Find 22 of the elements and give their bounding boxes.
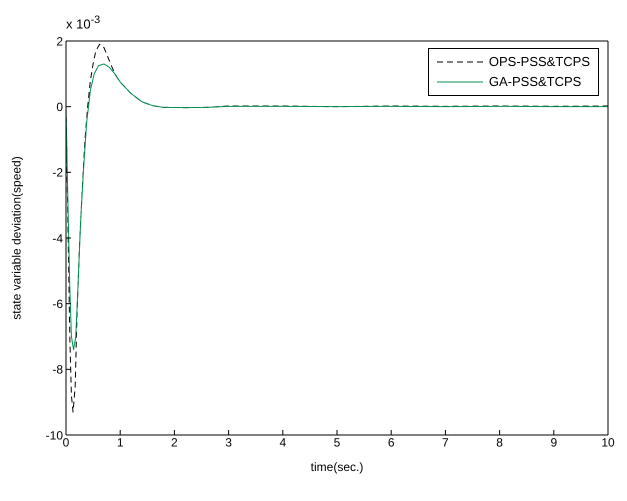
y-tick-label: -4: [52, 231, 64, 246]
y-tick-label: 0: [56, 100, 64, 114]
x-tick-label: 10: [601, 436, 615, 450]
x-tick-label: 5: [334, 436, 341, 450]
text: x 10$^{-3}$: [66, 14, 100, 32]
y-tick-label: -6: [52, 296, 64, 311]
x-tick-label: 8: [496, 436, 504, 450]
x-tick-label: 4: [279, 436, 286, 450]
x-axis-title: time(sec.): [310, 460, 364, 474]
y-tick-label: -10: [46, 428, 64, 442]
legend-label: GA-PSS&TCPS: [488, 73, 582, 91]
x-tick-label: 9: [550, 436, 558, 450]
legend-label: OPS-PSS&TCPS: [488, 53, 590, 71]
x-tick-label: 3: [225, 436, 232, 450]
x-tick-label: 6: [388, 436, 395, 450]
y-axis-title: state variable deviation(speed): [9, 156, 24, 320]
x-tick-label: 1: [116, 436, 124, 450]
x-tick-label: 7: [442, 436, 450, 450]
y-tick-label: -8: [52, 362, 64, 377]
x-tick-label: 2: [171, 436, 178, 450]
y-tick-label: -2: [52, 166, 64, 180]
y-tick-label: 2: [56, 34, 64, 48]
